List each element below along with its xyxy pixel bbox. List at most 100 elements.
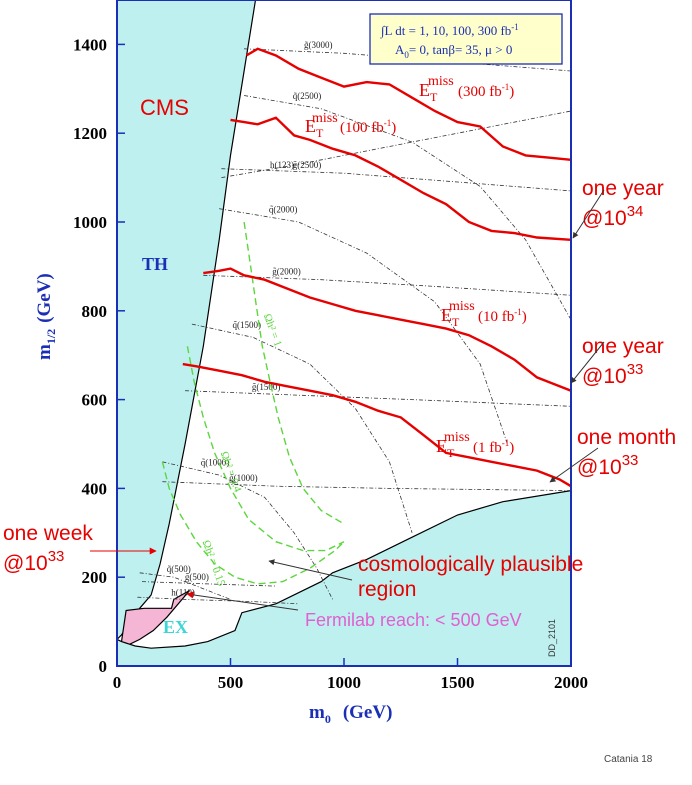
one-month-1e33-arrow xyxy=(549,447,599,483)
th-label: TH xyxy=(142,254,168,274)
reach-curve-1 xyxy=(230,116,571,241)
svg-text:region: region xyxy=(358,578,416,601)
y-tick-label-200: 200 xyxy=(82,568,108,587)
contour-squark-1000 xyxy=(162,461,333,600)
svg-text:one week: one week xyxy=(3,522,93,545)
svg-text:(10 fb-1): (10 fb-1) xyxy=(478,307,527,325)
contour-label-squark-2000: q̃(2000) xyxy=(269,204,298,214)
contour-label-squark-500: q̃(500) xyxy=(167,564,191,574)
svg-text:one year: one year xyxy=(582,177,664,200)
svg-text:ET: ET xyxy=(436,436,455,460)
legend-line1-sup: -1 xyxy=(511,22,519,32)
svg-text:one year: one year xyxy=(582,335,664,358)
contour-gluino-500 xyxy=(141,581,276,587)
contour-gluino-2500 xyxy=(221,168,571,192)
legend-box: ∫L dt = 1, 10, 100, 300 fb-1 A0= 0, tanβ… xyxy=(369,13,563,65)
legend-line2-rest: = 0, tanβ= 35, μ > 0 xyxy=(409,42,512,57)
x-axis-label: m0 (GeV) xyxy=(309,702,392,726)
fermilab-reach-arrow xyxy=(186,591,299,611)
x-tick-label-1000: 1000 xyxy=(327,673,361,692)
contour-label-higgs-110: h(110) xyxy=(171,587,195,597)
contour-label-squark-2500: q̃(2500) xyxy=(293,91,322,101)
one-year-1e33-label: one year @1033 xyxy=(582,335,664,388)
one-week-1e33-label: one week @1033 xyxy=(3,522,93,575)
contour-label-squark-1500: q̃(1500) xyxy=(233,320,262,330)
x-tick-label-2000: 2000 xyxy=(554,673,588,692)
legend-line1: ∫L dt = 1, 10, 100, 300 fb xyxy=(380,23,511,39)
y-tick-label-1400: 1400 xyxy=(73,35,107,54)
svg-text:miss: miss xyxy=(444,430,470,445)
relic-omega-0.4 xyxy=(186,346,345,552)
svg-text:cosmologically plausible: cosmologically plausible xyxy=(358,553,583,576)
svg-text:miss: miss xyxy=(312,111,338,126)
contour-squark-2000 xyxy=(219,208,508,445)
contour-higgs-110 xyxy=(137,596,299,605)
ticks-layer: 0 500 1000 1500 2000 0 200 400 600 800 1000 1200 140… xyxy=(73,35,588,692)
legend-line2: A xyxy=(395,42,405,57)
contour-squark-500 xyxy=(139,572,231,600)
one-year-1e34-label: one year @1034 xyxy=(582,177,664,230)
contour-label-squark-1000: q̃(1000) xyxy=(201,457,230,467)
contour-gluino-1000 xyxy=(162,481,571,491)
contour-gluino-1500 xyxy=(185,390,571,407)
svg-text:miss: miss xyxy=(428,74,454,89)
y-tick-label-800: 800 xyxy=(82,302,108,321)
svg-text:A0= 0, tanβ= 35, μ > 0: A0= 0, tanβ= 35, μ > 0 xyxy=(395,42,512,60)
svg-text:@1033: @1033 xyxy=(3,548,64,575)
fermilab-reach-label: Fermilab reach: < 500 GeV xyxy=(305,610,522,630)
svg-text:ET: ET xyxy=(305,116,324,140)
contour-label-gluino-1000: g̃(1000) xyxy=(229,473,258,483)
contour-label-gluino-1500: g̃(1500) xyxy=(252,382,281,392)
contour-squark-2500 xyxy=(244,95,571,320)
y-tick-label-600: 600 xyxy=(82,391,108,410)
reach-label-10: ET miss (10 fb-1) xyxy=(441,299,527,329)
svg-text:∫L dt = 1, 10, 100, 300 fb-1: ∫L dt = 1, 10, 100, 300 fb-1 xyxy=(380,22,519,39)
one-year-1e34-arrow xyxy=(572,189,605,239)
svg-text:ET: ET xyxy=(419,80,438,104)
contour-label-gluino-2500: g̃(2500) xyxy=(293,160,322,170)
contour-higgs-123 xyxy=(221,110,571,178)
ex-label: EX xyxy=(163,617,188,637)
one-month-1e33-label: one month @1033 xyxy=(577,426,676,479)
one-year-1e33-arrow xyxy=(570,341,605,384)
svg-text:(100 fb-1): (100 fb-1) xyxy=(340,118,396,136)
contour-label-gluino-3000: g̃(3000) xyxy=(304,40,333,50)
relic-omega-1 xyxy=(243,221,345,525)
x-tick-label-1500: 1500 xyxy=(441,673,475,692)
reach-label-1: ET miss (1 fb-1) xyxy=(436,430,514,460)
svg-text:@1034: @1034 xyxy=(582,203,643,230)
relic-omega-0.15 xyxy=(161,461,345,585)
contour-label-gluino-500: g̃(500) xyxy=(185,572,209,582)
y-tick-label-1200: 1200 xyxy=(73,124,107,143)
reach-layer xyxy=(182,47,571,488)
reach-curve-0 xyxy=(245,47,571,161)
y-tick-label-400: 400 xyxy=(82,479,108,498)
side-label: DD_2101 xyxy=(547,619,557,657)
y-axis-label: m1/2(GeV) xyxy=(34,273,58,360)
contours-layer: g̃(3000) g̃(2500) g̃(2000) g̃(1500) g̃(1000)… xyxy=(137,40,571,605)
x-tick-label-0: 0 xyxy=(113,673,122,692)
svg-text:ET: ET xyxy=(441,305,460,329)
svg-text:(1 fb-1): (1 fb-1) xyxy=(473,438,514,456)
svg-text:@1033: @1033 xyxy=(577,452,638,479)
cosmo-region-arrow xyxy=(268,559,353,581)
contour-gluino-2000 xyxy=(203,274,571,296)
svg-text:one month: one month xyxy=(577,426,676,449)
reach-label-300: ET miss (300 fb-1) xyxy=(419,74,514,104)
reach-curve-2 xyxy=(203,267,571,392)
reach-curve-3 xyxy=(182,362,571,488)
cms-label: CMS xyxy=(140,95,189,120)
svg-text:(300 fb-1): (300 fb-1) xyxy=(458,82,514,100)
cosmo-region-label: cosmologically plausible region xyxy=(358,553,583,601)
x-tick-label-500: 500 xyxy=(218,673,244,692)
svg-text:@1033: @1033 xyxy=(582,361,643,388)
footer: Catania 18 xyxy=(604,754,653,765)
legend-line2-sub: 0 xyxy=(404,50,409,60)
contour-label-higgs-123: h(123) xyxy=(270,160,294,170)
y-tick-label-0: 0 xyxy=(99,657,108,676)
contour-label-gluino-2000: g̃(2000) xyxy=(272,267,301,277)
y-tick-label-1000: 1000 xyxy=(73,213,107,232)
reach-label-100: ET miss (100 fb-1) xyxy=(305,111,396,140)
svg-text:miss: miss xyxy=(449,299,475,314)
